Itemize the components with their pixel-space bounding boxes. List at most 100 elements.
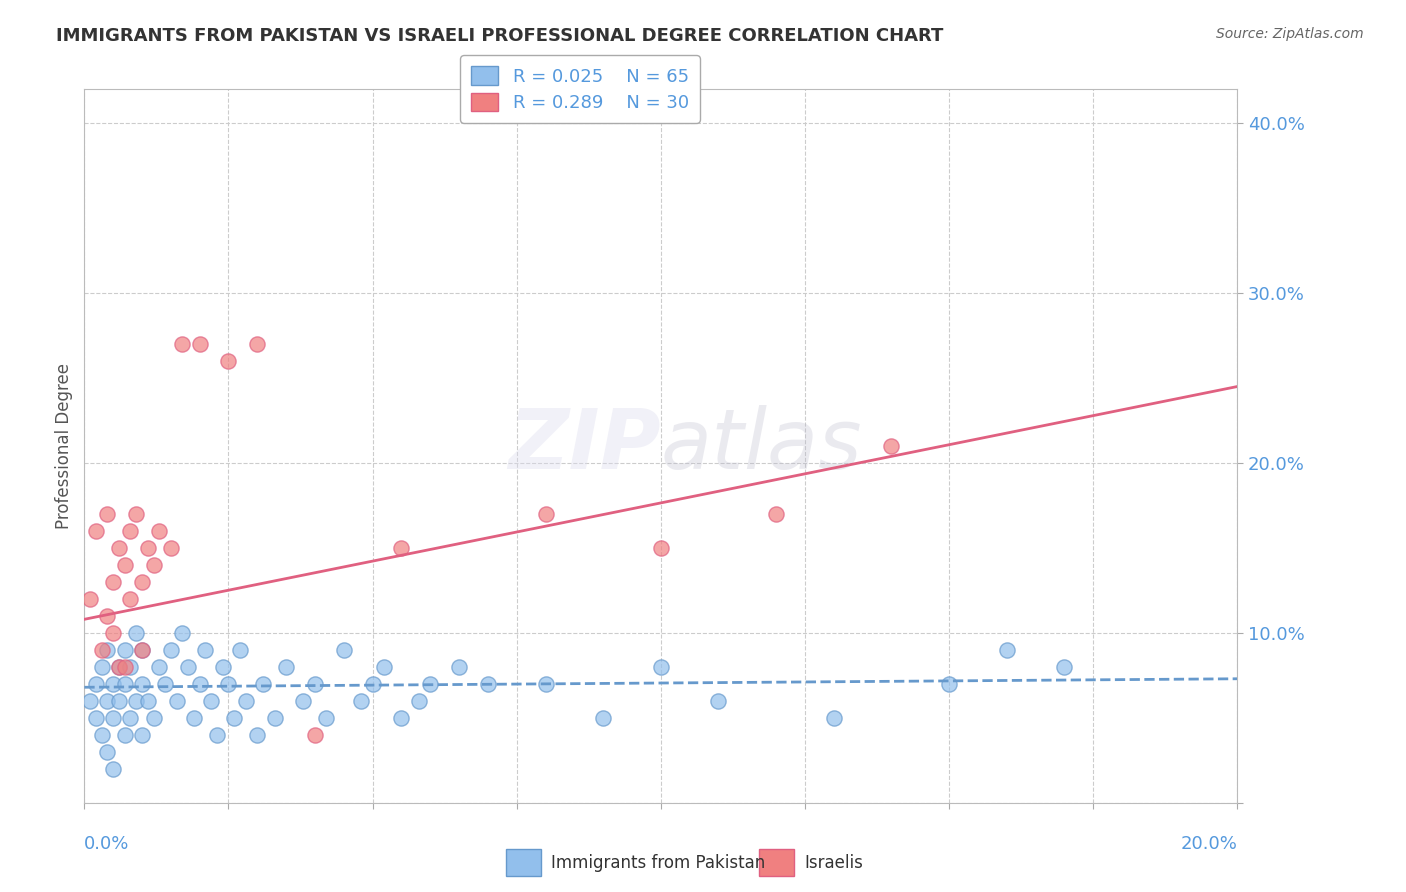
Point [218,677,240,691]
Point [534,677,557,691]
Point [391,711,413,725]
Point [148,660,170,674]
Point [205,728,228,742]
Point [276,660,298,674]
Point [108,694,131,708]
Point [120,591,142,606]
Point [880,439,903,453]
Y-axis label: Professional Degree: Professional Degree [55,363,73,529]
Point [172,337,194,351]
Point [136,694,159,708]
Point [103,711,124,725]
Point [131,728,153,742]
Point [120,660,142,674]
Point [263,711,285,725]
Text: 20.0%: 20.0% [1181,835,1237,853]
Point [125,507,148,521]
Point [188,677,211,691]
Point [650,660,672,674]
Point [534,507,557,521]
Point [246,337,269,351]
Point [765,507,787,521]
Point [592,711,614,725]
Point [79,591,101,606]
Point [707,694,730,708]
Text: IMMIGRANTS FROM PAKISTAN VS ISRAELI PROFESSIONAL DEGREE CORRELATION CHART: IMMIGRANTS FROM PAKISTAN VS ISRAELI PROF… [56,27,943,45]
Text: 0.0%: 0.0% [84,835,129,853]
Point [131,677,153,691]
Point [103,677,124,691]
Point [103,626,124,640]
Point [292,694,315,708]
Text: atlas: atlas [661,406,862,486]
Point [449,660,471,674]
Point [125,694,148,708]
Point [103,762,124,776]
Point [361,677,384,691]
Point [90,728,112,742]
Point [650,541,672,555]
Point [419,677,441,691]
FancyBboxPatch shape [506,849,541,876]
Legend: R = 0.025    N = 65, R = 0.289    N = 30: R = 0.025 N = 65, R = 0.289 N = 30 [460,55,700,123]
Point [120,524,142,538]
Point [177,660,200,674]
Point [823,711,845,725]
Point [136,541,159,555]
Text: Immigrants from Pakistan: Immigrants from Pakistan [551,854,765,871]
Point [333,643,356,657]
Point [218,354,240,368]
Point [84,524,107,538]
Point [188,337,211,351]
Point [160,541,183,555]
Point [96,643,118,657]
Point [96,745,118,759]
Point [114,677,136,691]
Point [142,711,165,725]
Point [229,643,252,657]
Point [995,643,1018,657]
Point [96,694,118,708]
Point [315,711,337,725]
Point [114,643,136,657]
Point [148,524,170,538]
Point [142,558,165,572]
Point [350,694,373,708]
Point [391,541,413,555]
Point [172,626,194,640]
Text: Israelis: Israelis [804,854,863,871]
Text: ZIP: ZIP [508,406,661,486]
Text: Source: ZipAtlas.com: Source: ZipAtlas.com [1216,27,1364,41]
Point [153,677,176,691]
Point [235,694,257,708]
Point [131,643,153,657]
Point [108,660,131,674]
Point [183,711,205,725]
Point [194,643,217,657]
Point [160,643,183,657]
Point [114,558,136,572]
Point [200,694,222,708]
Point [408,694,430,708]
Point [90,660,112,674]
Point [125,626,148,640]
Point [304,677,326,691]
Point [114,660,136,674]
Point [1053,660,1076,674]
Point [224,711,246,725]
Point [211,660,233,674]
Point [131,574,153,589]
Point [84,711,107,725]
Point [373,660,395,674]
Point [477,677,499,691]
Point [96,608,118,623]
Point [304,728,326,742]
Point [108,660,131,674]
Point [252,677,274,691]
Point [103,574,124,589]
Point [108,541,131,555]
Point [938,677,960,691]
Point [166,694,188,708]
Point [131,643,153,657]
Point [79,694,101,708]
